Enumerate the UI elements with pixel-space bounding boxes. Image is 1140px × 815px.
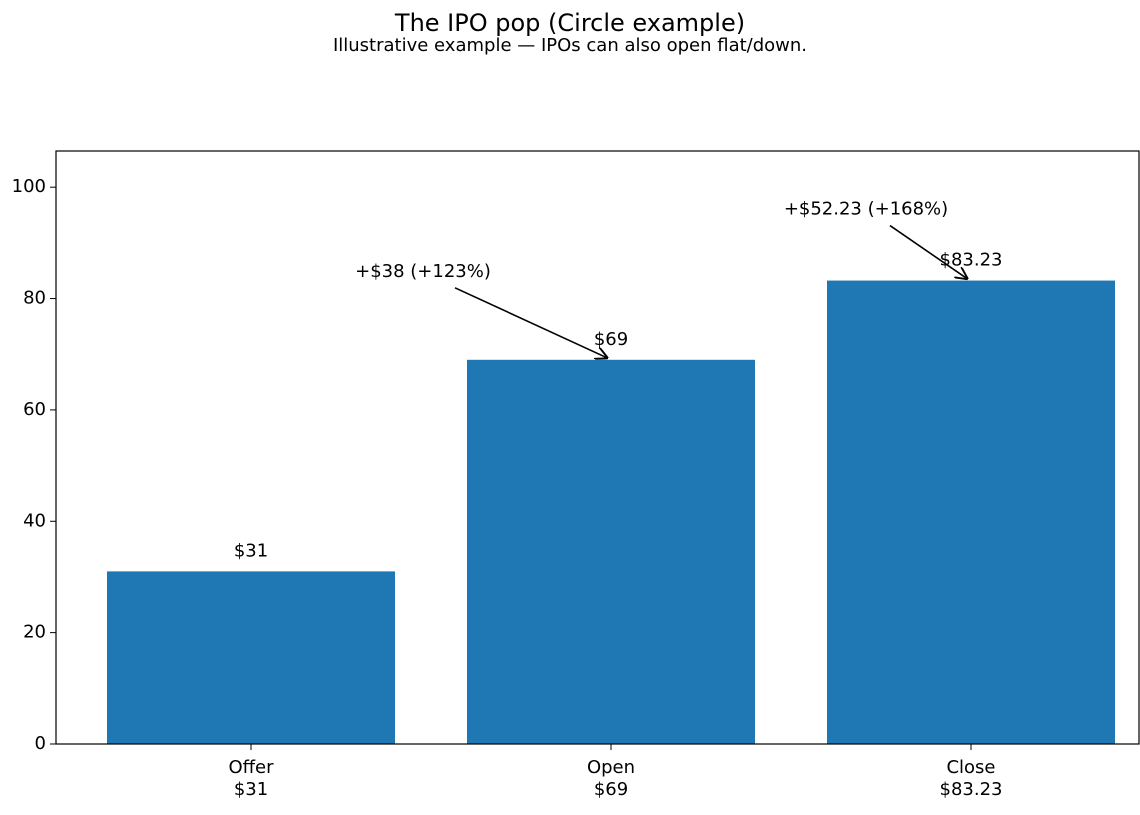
annotation: +$52.23 (+168%): [784, 199, 948, 220]
y-tick-label: 20: [23, 622, 46, 643]
y-tick-label: 80: [23, 288, 46, 309]
chart-subtitle: Illustrative example — IPOs can also ope…: [333, 35, 807, 56]
x-tick-sublabel: $31: [234, 779, 268, 800]
y-tick-label: 100: [12, 176, 46, 197]
x-tick-label: Close: [946, 757, 995, 778]
y-tick-label: 0: [35, 733, 46, 754]
bar: [107, 571, 395, 744]
y-tick-label: 60: [23, 399, 46, 420]
x-tick-label: Open: [587, 757, 635, 778]
value-label: $31: [234, 540, 268, 561]
value-label: $69: [594, 329, 628, 350]
x-tick-sublabel: $83.23: [940, 779, 1003, 800]
value-label: $83.23: [940, 250, 1003, 271]
bar: [827, 280, 1115, 744]
x-tick-sublabel: $69: [594, 779, 628, 800]
annotation-arrow: [454, 287, 607, 358]
x-tick-label: Offer: [228, 757, 274, 778]
bar: [467, 359, 755, 744]
y-tick-label: 40: [23, 510, 46, 531]
annotation-arrow: [889, 224, 967, 279]
plot-frame: [55, 150, 1140, 745]
chart-title: The IPO pop (Circle example): [394, 9, 745, 37]
annotation: +$38 (+123%): [355, 261, 491, 282]
